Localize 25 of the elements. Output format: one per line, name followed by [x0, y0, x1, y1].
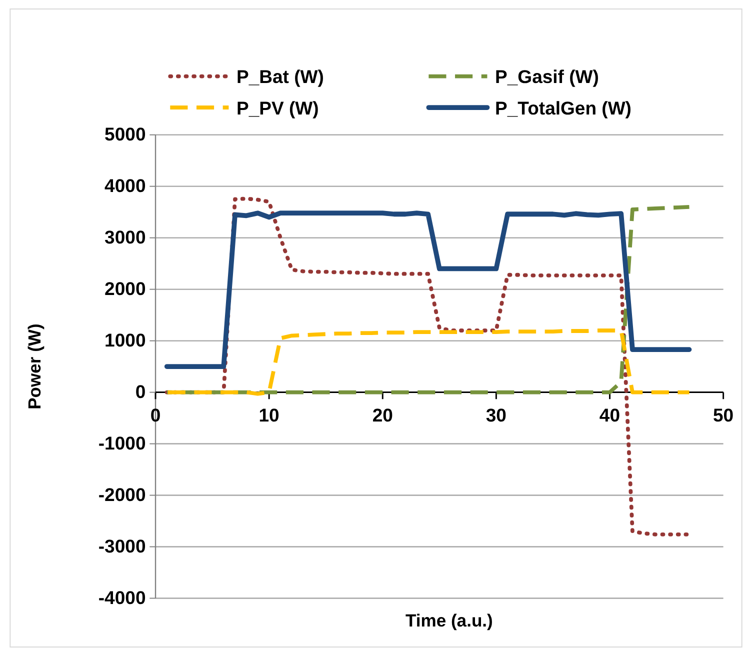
x-tick-label: 50 — [713, 404, 734, 426]
y-tick-label: -3000 — [98, 536, 146, 557]
legend-label: P_TotalGen (W) — [495, 97, 632, 118]
x-tick-label: 0 — [150, 404, 161, 426]
y-tick-label: 1000 — [104, 330, 146, 351]
x-tick-label: 30 — [486, 404, 506, 426]
y-tick-label: -2000 — [98, 484, 146, 506]
y-tick-label: 2000 — [104, 278, 146, 300]
y-tick-label: 3000 — [104, 226, 146, 248]
y-tick-label: -1000 — [98, 432, 146, 454]
y-tick-label: 4000 — [104, 175, 146, 196]
x-axis-title: Time (a.u.) — [405, 610, 493, 631]
x-tick-label: 20 — [372, 404, 393, 426]
y-axis-title: Power (W) — [24, 324, 44, 410]
legend-label: P_PV (W) — [236, 97, 319, 118]
y-tick-label: 5000 — [104, 124, 146, 145]
x-tick-label: 10 — [258, 404, 280, 426]
line-series — [164, 210, 692, 369]
line-series — [164, 204, 692, 394]
line-series — [164, 196, 692, 536]
y-tick-label: 0 — [135, 381, 146, 402]
y-tick-label: -4000 — [98, 587, 146, 608]
x-tick-label: 40 — [599, 404, 620, 426]
legend-label: P_Bat (W) — [236, 66, 324, 88]
legend-label: P_Gasif (W) — [495, 66, 599, 88]
